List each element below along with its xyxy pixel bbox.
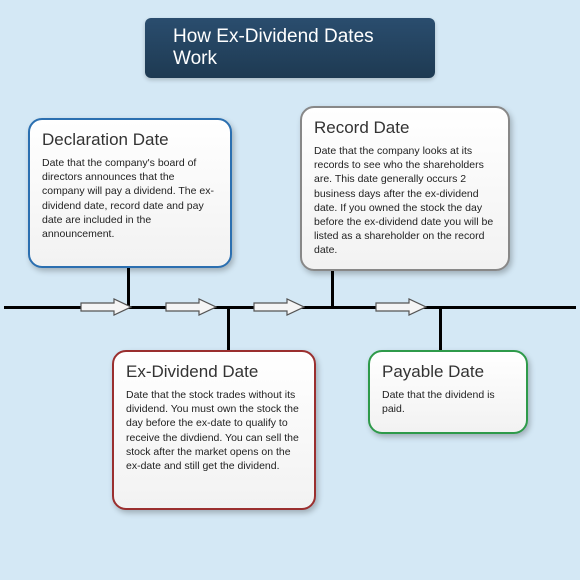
timeline-arrow-icon: [80, 298, 132, 316]
node-declaration: Declaration Date Date that the company's …: [28, 118, 232, 268]
node-title: Ex-Dividend Date: [126, 362, 302, 382]
timeline-tick: [227, 306, 230, 350]
node-title: Payable Date: [382, 362, 514, 382]
node-body: Date that the stock trades without its d…: [126, 388, 302, 473]
node-body: Date that the company's board of directo…: [42, 156, 218, 241]
timeline-tick: [439, 306, 442, 350]
timeline-tick: [331, 268, 334, 306]
page-title: How Ex-Dividend Dates Work: [145, 18, 435, 78]
timeline-arrow-icon: [253, 298, 305, 316]
node-title: Declaration Date: [42, 130, 218, 150]
node-body: Date that the dividend is paid.: [382, 388, 514, 416]
timeline-arrow-icon: [375, 298, 427, 316]
node-exdiv: Ex-Dividend Date Date that the stock trad…: [112, 350, 316, 510]
node-record: Record Date Date that the company looks a…: [300, 106, 510, 271]
node-body: Date that the company looks at its recor…: [314, 144, 496, 257]
node-payable: Payable Date Date that the dividend is pa…: [368, 350, 528, 434]
node-title: Record Date: [314, 118, 496, 138]
timeline-arrow-icon: [165, 298, 217, 316]
